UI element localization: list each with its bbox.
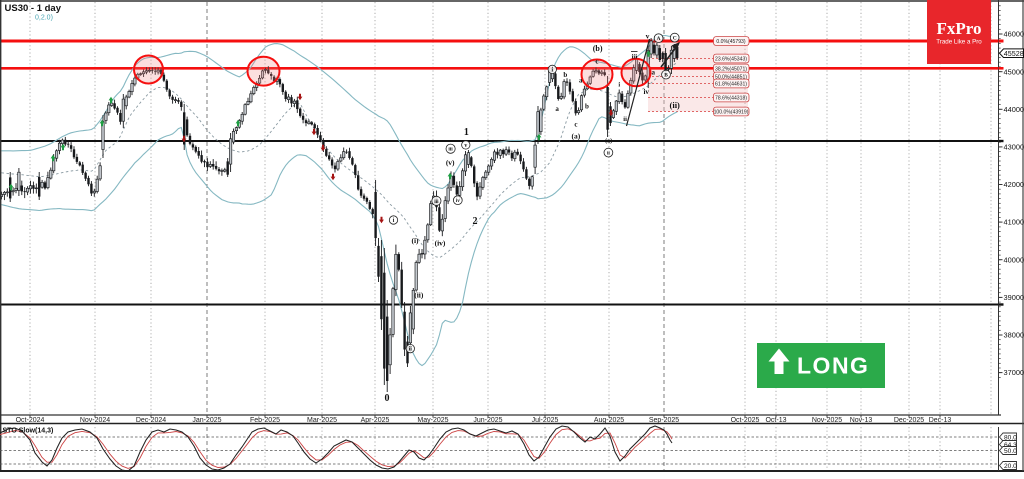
svg-text:STO Slow(14,3): STO Slow(14,3): [3, 428, 54, 435]
svg-text:100.0%(43919): 100.0%(43919): [714, 110, 749, 116]
svg-text:Trade Like a Pro: Trade Like a Pro: [936, 39, 982, 46]
svg-text:Nov-2024: Nov-2024: [80, 417, 110, 424]
svg-text:US30 - 1 day: US30 - 1 day: [5, 3, 62, 14]
svg-text:(ii): (ii): [414, 291, 424, 300]
svg-text:37000: 37000: [1004, 368, 1024, 377]
svg-text:iii: iii: [632, 54, 638, 61]
svg-text:c: c: [595, 58, 598, 66]
svg-text:Apr-2025: Apr-2025: [361, 417, 390, 424]
svg-text:41000: 41000: [1004, 218, 1024, 227]
svg-text:Oct-2024: Oct-2024: [16, 417, 45, 424]
svg-text:61.8%(44631): 61.8%(44631): [715, 82, 747, 88]
svg-text:May-2025: May-2025: [417, 417, 448, 424]
svg-text:FxPro: FxPro: [936, 19, 981, 38]
svg-text:2: 2: [473, 216, 478, 227]
svg-text:45000: 45000: [1004, 67, 1024, 76]
svg-text:v: v: [464, 143, 467, 149]
svg-text:Feb-2025: Feb-2025: [250, 417, 280, 424]
svg-text:Nov-2025: Nov-2025: [812, 417, 842, 424]
svg-text:b: b: [563, 71, 567, 79]
svg-text:38000: 38000: [1004, 331, 1024, 340]
svg-text:a: a: [579, 77, 583, 85]
svg-text:44000: 44000: [1004, 105, 1024, 114]
svg-text:iv: iv: [643, 88, 649, 96]
svg-text:Dec-2024: Dec-2024: [136, 417, 166, 424]
svg-text:A: A: [657, 36, 661, 42]
svg-text:78.6%(44318): 78.6%(44318): [715, 96, 747, 102]
svg-text:b: b: [585, 102, 589, 110]
svg-text:(b): (b): [593, 44, 603, 53]
svg-text:0: 0: [385, 393, 390, 404]
svg-text:c: c: [574, 121, 577, 129]
svg-text:Oct-13: Oct-13: [765, 417, 786, 424]
svg-text:Nov-13: Nov-13: [850, 417, 873, 424]
svg-text:i: i: [618, 81, 620, 88]
svg-text:LONG: LONG: [797, 353, 869, 379]
svg-text:43000: 43000: [1004, 143, 1024, 152]
svg-text:Sep-2025: Sep-2025: [649, 417, 679, 424]
svg-text:ii: ii: [623, 116, 627, 123]
svg-text:Dec-2025: Dec-2025: [894, 417, 924, 424]
svg-text:C: C: [673, 36, 677, 42]
svg-text:a: a: [652, 68, 656, 76]
svg-text:iii: iii: [434, 199, 439, 205]
svg-text:(a): (a): [572, 132, 581, 141]
svg-text:B: B: [664, 73, 668, 79]
svg-text:(ii): (ii): [670, 100, 681, 110]
svg-text:Jan-2025: Jan-2025: [192, 417, 221, 424]
svg-text:(a): (a): [605, 138, 612, 145]
svg-text:Jun-2025: Jun-2025: [473, 417, 502, 424]
svg-text:0,2.0): 0,2.0): [35, 15, 53, 22]
svg-text:a: a: [555, 105, 559, 113]
svg-text:45528: 45528: [1004, 49, 1024, 58]
svg-text:iii: iii: [448, 147, 453, 153]
svg-text:Mar-2025: Mar-2025: [307, 417, 337, 424]
svg-text:(iv): (iv): [435, 239, 446, 248]
svg-text:(v): (v): [446, 158, 455, 167]
svg-text:40000: 40000: [1004, 255, 1024, 264]
svg-text:23.6%(45343): 23.6%(45343): [715, 57, 747, 63]
svg-text:v: v: [646, 32, 650, 41]
svg-text:42000: 42000: [1004, 180, 1024, 189]
svg-text:50.0: 50.0: [1004, 448, 1017, 455]
svg-text:20.0: 20.0: [1004, 463, 1017, 470]
svg-text:0.0%(45793): 0.0%(45793): [716, 39, 745, 45]
svg-text:(i): (i): [411, 236, 419, 245]
svg-text:39000: 39000: [1004, 293, 1024, 302]
svg-text:Jul-2025: Jul-2025: [532, 417, 559, 424]
svg-text:1: 1: [464, 127, 469, 138]
svg-text:Oct-2025: Oct-2025: [731, 417, 760, 424]
svg-text:ii: ii: [409, 347, 413, 353]
svg-text:Aug-2025: Aug-2025: [594, 417, 624, 424]
svg-text:Dec-13: Dec-13: [929, 417, 952, 424]
svg-text:iv: iv: [456, 198, 460, 204]
svg-text:46000: 46000: [1004, 30, 1024, 39]
